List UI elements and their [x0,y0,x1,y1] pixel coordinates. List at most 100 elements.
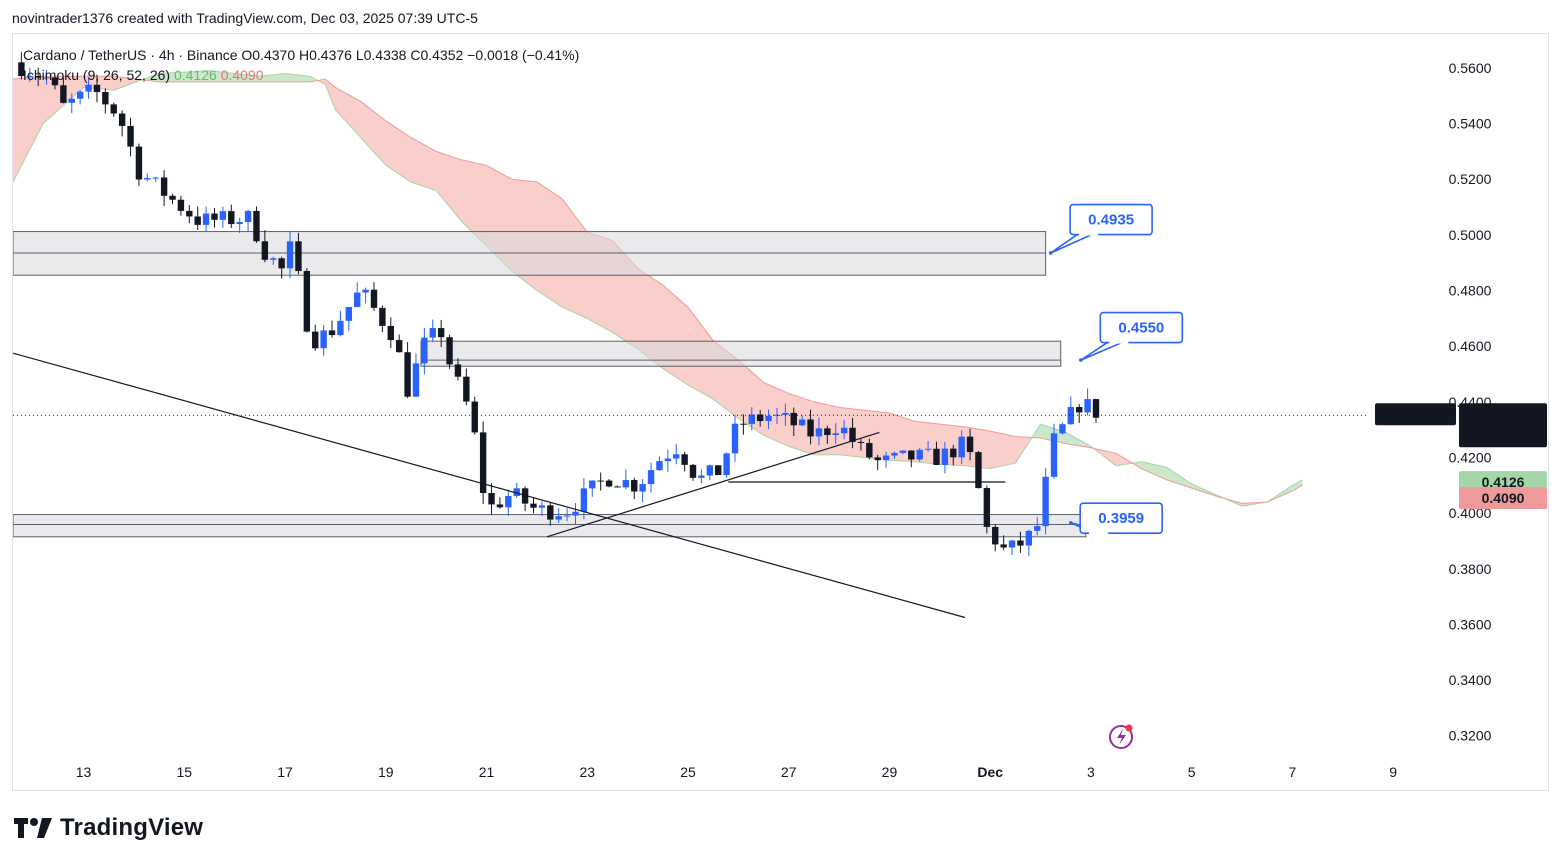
y-tick-label-7: 0.4200 [1449,449,1492,465]
x-tick-label-11: 5 [1188,764,1196,780]
callout-box-0 [1069,203,1153,236]
candle-body [354,292,361,307]
candle-body [614,486,621,488]
candle-body [270,258,277,260]
candle-body [765,415,772,422]
candle-body [236,222,243,225]
tradingview-logo-icon [14,818,52,838]
ichimoku-cloud-segment-0 [13,76,143,182]
candle-body [622,480,630,488]
candle-body [589,480,596,489]
candle-body [992,526,999,545]
chart-canvas[interactable]: 0.4935 0.4550 0.3959 Cardano / TetherUS · 4… [13,34,1548,790]
legend-ichimoku-name: Ichimoku (9, 26, 52, 26) [23,67,174,83]
candle-body [488,493,495,505]
x-tick-label-5: 23 [579,764,595,780]
candle-body [152,177,159,179]
candle-body [118,113,126,126]
candle-body [110,104,117,114]
candle-body [983,488,991,527]
candle-body [370,289,378,308]
candle-body [51,77,59,86]
candle-body [286,241,294,269]
symbol-tag-bg [1375,403,1456,426]
x-tick-label-2: 17 [277,764,293,780]
candle-body [647,470,655,485]
candle-body [731,423,739,454]
span-b-tag-bg [1459,487,1547,510]
candle-body [1050,433,1058,477]
candle-body [924,448,932,450]
y-tick-label-12: 0.3200 [1449,728,1492,744]
candle-body [513,488,520,496]
candle-body [790,412,797,426]
candle-body [547,505,554,520]
candle-body [219,211,227,220]
candle-body [93,84,101,93]
x-tick-label-7: 27 [781,764,797,780]
x-tick-label-3: 19 [378,764,394,780]
candle-body [698,475,705,478]
notification-dot [1125,724,1133,732]
ichimoku-cloud-segment-2 [317,79,1032,469]
candle-body [328,330,336,336]
candle-body [244,210,252,223]
candle-body [840,427,848,434]
candle-body [706,465,714,476]
candle-body [379,307,386,326]
ichimoku-cloud-segment-3 [1031,424,1094,449]
ichimoku-span-a-line [13,70,1303,507]
candle-body [530,503,537,508]
candle-body [1008,540,1016,548]
ichimoku-cloud-segment-1 [142,70,318,82]
trendline-1 [546,431,880,538]
y-tick-label-0: 0.5600 [1449,60,1492,76]
support-resistance-zone-1 [420,340,1062,367]
candle-body [908,450,915,460]
candle-body [454,364,462,377]
x-tick-label-9: Dec [977,764,1003,780]
candle-body [857,441,865,444]
candle-body [1092,399,1100,418]
candle-body [1042,476,1049,527]
x-tick-label-0: 13 [76,764,92,780]
chart-attribution: novintrader1376 created with TradingView… [12,10,478,26]
x-tick-label-1: 15 [176,764,192,780]
candle-body [1067,407,1075,425]
candle-body [597,480,604,482]
callout-tip-dot-1 [1079,358,1083,362]
chart-frame[interactable]: 0.4935 0.4550 0.3959 Cardano / TetherUS · 4… [12,33,1549,791]
span-a-tag-value: 0.4126 [1482,474,1525,490]
ichimoku-span-b-line [13,75,1303,504]
x-axis: 13 15 17 19 21 23 25 27 29 Dec 3 5 7 9 [76,764,1398,780]
candle-body [177,199,185,211]
x-tick-label-6: 25 [680,764,696,780]
last-price-tag-bg [1459,403,1547,448]
y-tick-label-1: 0.5400 [1449,116,1492,132]
candle-body [950,448,957,458]
callout-tip-dot-0 [1048,251,1053,255]
legend-ohlc: Cardano / TetherUS · 4h · Binance O0.437… [23,47,579,63]
candle-body [463,376,470,402]
callout-label-0: 0.4935 [1088,212,1134,229]
y-tick-label-5: 0.4600 [1449,338,1492,354]
candle-body [723,453,730,476]
candle-body [387,325,394,341]
candle-body [1059,424,1066,434]
candle-body [211,213,218,220]
callout-joint-0 [1079,231,1099,236]
candle-body [320,330,327,349]
candle-body [740,423,747,425]
candle-body [395,340,403,353]
candle-body [933,448,940,465]
candle-body [202,213,210,225]
candle-body [807,419,814,437]
candles [18,52,1100,556]
candle-body [1017,540,1024,546]
candle-body [26,75,33,77]
candle-body [580,488,588,512]
span-b-tag-value: 0.4090 [1482,490,1525,506]
candle-body [916,449,923,460]
candle-body [941,448,949,465]
candle-body [437,328,445,338]
